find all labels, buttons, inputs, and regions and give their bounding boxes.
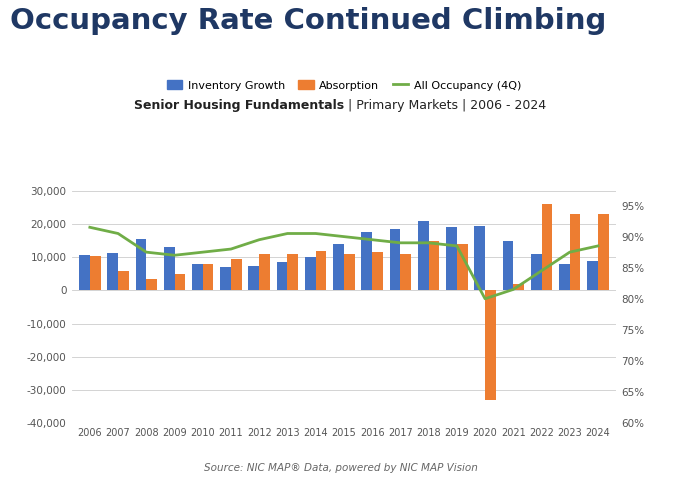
Bar xyxy=(259,254,270,291)
Bar xyxy=(220,267,231,291)
Bar xyxy=(362,232,372,291)
Bar xyxy=(400,254,411,291)
Bar xyxy=(203,264,213,291)
Bar xyxy=(344,254,355,291)
Bar xyxy=(231,259,242,291)
Bar xyxy=(305,257,316,291)
Bar xyxy=(428,241,439,291)
Text: Senior Housing Fundamentals: Senior Housing Fundamentals xyxy=(133,99,344,112)
Bar xyxy=(587,261,598,291)
Bar xyxy=(485,291,496,400)
Bar xyxy=(118,271,129,291)
Bar xyxy=(446,228,457,291)
Bar xyxy=(249,266,259,291)
Bar xyxy=(513,284,524,291)
Bar xyxy=(418,221,428,291)
Bar xyxy=(90,256,101,291)
Bar xyxy=(541,204,552,291)
Bar xyxy=(136,239,146,291)
Bar xyxy=(333,244,344,291)
Bar xyxy=(108,253,118,291)
Bar xyxy=(475,226,485,291)
Bar xyxy=(174,274,185,291)
Bar xyxy=(503,241,513,291)
Text: Source: NIC MAP® Data, powered by NIC MAP Vision: Source: NIC MAP® Data, powered by NIC MA… xyxy=(204,463,477,473)
Bar xyxy=(390,229,400,291)
Bar xyxy=(570,214,580,291)
Bar xyxy=(530,254,541,291)
Bar xyxy=(457,244,468,291)
Bar xyxy=(276,262,287,291)
Bar xyxy=(598,214,609,291)
Legend: Inventory Growth, Absorption, All Occupancy (4Q): Inventory Growth, Absorption, All Occupa… xyxy=(162,76,526,95)
Bar xyxy=(372,252,383,291)
Bar xyxy=(192,264,203,291)
Bar xyxy=(146,279,157,291)
Bar xyxy=(79,255,90,291)
Bar xyxy=(287,254,298,291)
Text: | Primary Markets | 2006 - 2024: | Primary Markets | 2006 - 2024 xyxy=(344,99,546,112)
Text: Occupancy Rate Continued Climbing: Occupancy Rate Continued Climbing xyxy=(10,7,607,35)
Bar xyxy=(316,250,326,291)
Bar xyxy=(559,264,570,291)
Bar xyxy=(164,248,174,291)
